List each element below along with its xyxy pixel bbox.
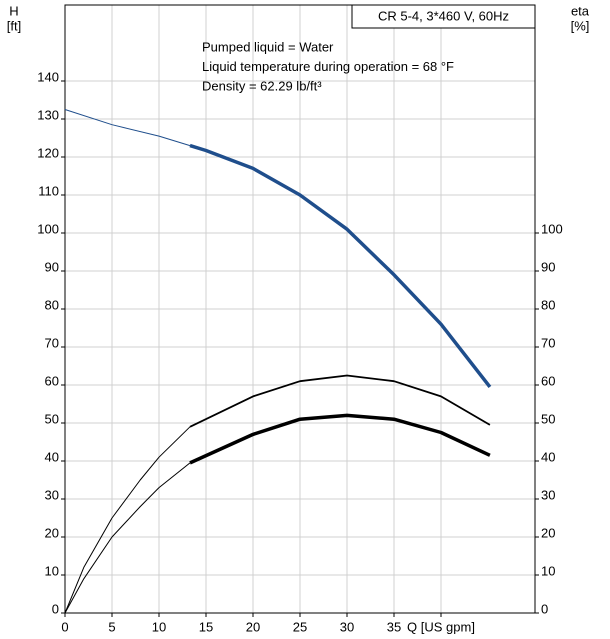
curve bbox=[189, 413, 491, 465]
y-label: H bbox=[9, 3, 18, 18]
x-tick-label: Q [US gpm] bbox=[407, 619, 475, 634]
curve bbox=[64, 462, 191, 614]
y2-tick-label: 30 bbox=[541, 487, 555, 502]
x-tick-label: 35 bbox=[387, 619, 401, 634]
y-label-unit: [ft] bbox=[7, 18, 21, 33]
x-tick-label: 0 bbox=[61, 619, 68, 634]
y-tick-label: 110 bbox=[38, 183, 59, 198]
plot-frame bbox=[64, 4, 536, 614]
y2-label: eta bbox=[571, 3, 590, 18]
y-tick-label: 120 bbox=[37, 145, 59, 160]
annotation: Density = 62.29 lb/ft³ bbox=[202, 78, 322, 93]
x-tick-label: 30 bbox=[340, 619, 354, 634]
y2-tick-label: 90 bbox=[541, 259, 555, 274]
y-tick-label: 60 bbox=[45, 373, 59, 388]
x-tick-label: 10 bbox=[152, 619, 166, 634]
y-tick-label: 90 bbox=[45, 259, 59, 274]
curve bbox=[189, 374, 491, 428]
y-tick-label: 100 bbox=[37, 221, 59, 236]
y-tick-label: 80 bbox=[45, 297, 59, 312]
curve bbox=[64, 109, 191, 147]
y2-tick-label: 40 bbox=[541, 449, 555, 464]
y-tick-label: 70 bbox=[45, 335, 59, 350]
y2-tick-label: 70 bbox=[541, 335, 555, 350]
y2-tick-label: 10 bbox=[541, 563, 555, 578]
y-tick-label: 30 bbox=[45, 487, 59, 502]
x-tick-label: 15 bbox=[199, 619, 213, 634]
annotation: Pumped liquid = Water bbox=[202, 39, 334, 54]
y2-label-unit: [%] bbox=[571, 18, 590, 33]
y2-tick-label: 60 bbox=[541, 373, 555, 388]
y2-tick-label: 100 bbox=[541, 221, 563, 236]
y-tick-label: 130 bbox=[37, 107, 59, 122]
y2-tick-label: 80 bbox=[541, 297, 555, 312]
y-tick-label: 20 bbox=[45, 525, 59, 540]
y-tick-label: 40 bbox=[45, 449, 59, 464]
title-box bbox=[351, 4, 536, 29]
x-tick-label: 5 bbox=[108, 619, 115, 634]
curve bbox=[189, 143, 492, 388]
annotation: Liquid temperature during operation = 68… bbox=[202, 59, 454, 74]
y-tick-label: 140 bbox=[37, 69, 59, 84]
curve bbox=[64, 426, 191, 614]
chart-title: CR 5-4, 3*460 V, 60Hz bbox=[378, 8, 509, 23]
x-tick-label: 20 bbox=[246, 619, 260, 634]
y-tick-label: 0 bbox=[52, 601, 59, 616]
y2-tick-label: 0 bbox=[541, 601, 548, 616]
y2-tick-label: 20 bbox=[541, 525, 555, 540]
y-tick-label: 10 bbox=[45, 563, 59, 578]
y2-tick-label: 50 bbox=[541, 411, 555, 426]
x-tick-label: 25 bbox=[293, 619, 307, 634]
y-tick-label: 50 bbox=[45, 411, 59, 426]
